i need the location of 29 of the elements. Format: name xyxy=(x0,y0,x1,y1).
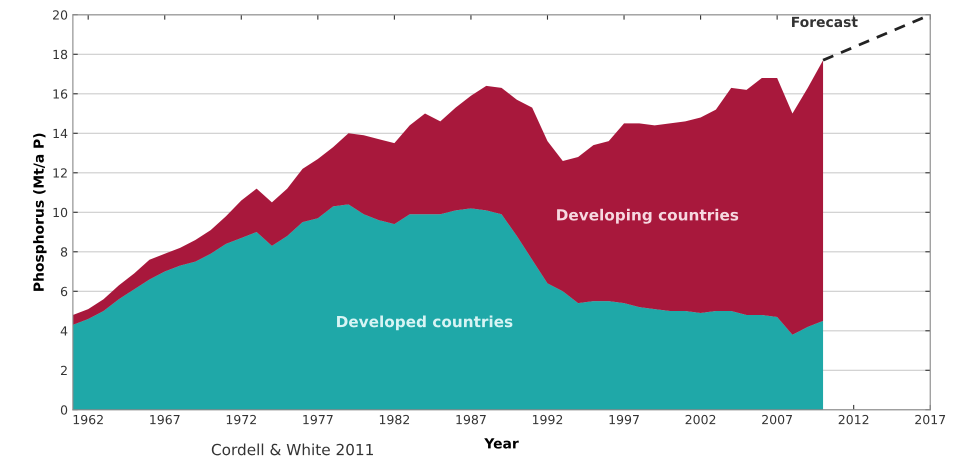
x-tick-label: 2012 xyxy=(838,414,868,424)
x-tick-label: 1962 xyxy=(74,414,103,424)
x-tick-label: 1972 xyxy=(226,414,256,424)
y-tick-label: 0 xyxy=(60,405,68,415)
y-tick-label: 14 xyxy=(53,128,68,138)
y-tick-label: 8 xyxy=(60,247,68,257)
y-axis-title: Phosphorus (Mt/a P) xyxy=(33,134,47,291)
x-tick-label: 1982 xyxy=(380,414,410,424)
x-tick-label: 2002 xyxy=(686,414,716,424)
series-label: Forecast xyxy=(792,16,858,28)
series-label: Developing countries xyxy=(557,208,738,224)
y-tick-label: 4 xyxy=(60,326,68,336)
x-tick-label: 1987 xyxy=(456,414,486,424)
text: Cordell & White 2011 xyxy=(212,444,373,456)
x-tick-label: 1977 xyxy=(303,414,333,424)
x-axis-title: Year xyxy=(484,438,519,449)
x-tick-label: 1997 xyxy=(610,414,639,424)
y-tick-label: 18 xyxy=(53,50,68,60)
y-tick-label: 6 xyxy=(60,286,68,296)
y-tick-label: 10 xyxy=(53,208,68,218)
series-label: Developed countries xyxy=(337,316,512,330)
x-tick-label: 2017 xyxy=(915,414,946,424)
x-tick-label: 1967 xyxy=(150,414,180,424)
x-tick-label: 1992 xyxy=(532,414,562,424)
y-tick-label: 12 xyxy=(53,168,67,178)
y-tick-label: 20 xyxy=(53,10,68,20)
y-tick-label: 16 xyxy=(53,89,68,99)
y-tick-label: 2 xyxy=(60,366,67,376)
x-tick-label: 2007 xyxy=(762,414,792,424)
